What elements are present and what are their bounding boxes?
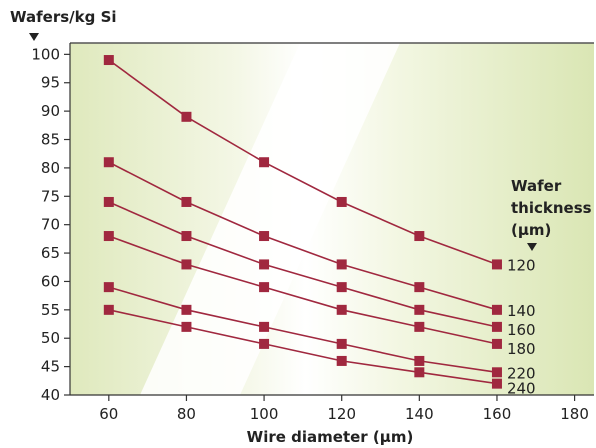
legend-title-line-3: (µm) (511, 221, 551, 239)
data-point (259, 282, 270, 293)
series-line (108, 161, 498, 311)
data-point (103, 196, 114, 207)
legend-title: Wafer thickness (µm) (511, 177, 592, 251)
data-point (491, 378, 502, 389)
y-axis: 40 45 50 55 60 65 70 75 80 85 90 95 100 (31, 43, 71, 404)
data-point (181, 321, 192, 332)
data-point (259, 321, 270, 332)
data-point (336, 355, 347, 366)
data-point (336, 304, 347, 315)
series-label: 180 (507, 340, 536, 358)
y-axis-title-arrow (29, 33, 39, 41)
data-point (259, 157, 270, 168)
data-point (414, 321, 425, 332)
legend-title-line-2: thickness (511, 199, 592, 217)
series-label: 120 (507, 256, 536, 274)
legend-title-line-1: Wafer (511, 177, 562, 195)
series-line (108, 286, 498, 374)
series-label: 140 (507, 302, 536, 320)
data-point (103, 282, 114, 293)
series-label: 220 (507, 364, 536, 382)
data-point (103, 304, 114, 315)
x-tick-label: 60 (99, 405, 118, 423)
x-axis: 60 80 100 120 140 160 180 (70, 394, 594, 423)
data-point (181, 259, 192, 270)
x-tick-label: 180 (560, 405, 589, 423)
y-tick-label: 95 (41, 74, 60, 92)
x-tick-label: 120 (327, 405, 356, 423)
data-point (491, 321, 502, 332)
data-point (336, 282, 347, 293)
data-point (336, 338, 347, 349)
y-tick-label: 100 (31, 45, 60, 63)
x-tick-label: 100 (250, 405, 279, 423)
y-tick-label: 80 (41, 159, 60, 177)
data-point (181, 196, 192, 207)
data-point (181, 111, 192, 122)
series-label: 160 (507, 321, 536, 339)
y-tick-label: 50 (41, 329, 60, 347)
data-point (491, 304, 502, 315)
series-line (108, 309, 498, 385)
series-line (108, 59, 498, 266)
series-line (108, 235, 498, 345)
data-point (491, 338, 502, 349)
y-tick-label: 55 (41, 301, 60, 319)
data-point (414, 367, 425, 378)
data-point (259, 259, 270, 270)
data-point (491, 367, 502, 378)
series-220: 220 (103, 282, 536, 382)
data-point (414, 355, 425, 366)
legend-title-arrow (527, 243, 537, 251)
series-180: 180 (103, 231, 536, 358)
series-label: 240 (507, 380, 536, 398)
y-tick-label: 40 (41, 386, 60, 404)
y-tick-label: 75 (41, 187, 60, 205)
series-240: 240 (103, 304, 536, 398)
y-tick-label: 45 (41, 358, 60, 376)
y-tick-label: 65 (41, 244, 60, 262)
data-point (414, 231, 425, 242)
data-point (336, 196, 347, 207)
series-line (108, 201, 498, 328)
y-axis-title: Wafers/kg Si (10, 8, 117, 26)
data-point (103, 231, 114, 242)
data-point (414, 304, 425, 315)
data-point (336, 259, 347, 270)
data-point (414, 282, 425, 293)
data-point (491, 259, 502, 270)
series-160: 160 (103, 196, 536, 339)
y-tick-label: 60 (41, 272, 60, 290)
plot-highlight-band (140, 43, 400, 395)
x-tick-label: 140 (405, 405, 434, 423)
y-tick-label: 70 (41, 216, 60, 234)
series-140: 140 (103, 157, 536, 320)
x-tick-label: 80 (177, 405, 196, 423)
data-point (103, 157, 114, 168)
x-axis-title: Wire diameter (µm) (247, 428, 414, 446)
data-point (259, 338, 270, 349)
x-tick-label: 160 (483, 405, 512, 423)
data-point (181, 231, 192, 242)
y-tick-label: 85 (41, 131, 60, 149)
data-point (103, 55, 114, 66)
data-point (259, 231, 270, 242)
series-120: 120 (103, 55, 536, 274)
data-point (181, 304, 192, 315)
y-tick-label: 90 (41, 102, 60, 120)
